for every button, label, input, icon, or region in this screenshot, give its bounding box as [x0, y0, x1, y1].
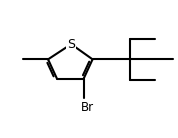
- Text: Br: Br: [81, 101, 94, 114]
- Text: S: S: [67, 38, 75, 51]
